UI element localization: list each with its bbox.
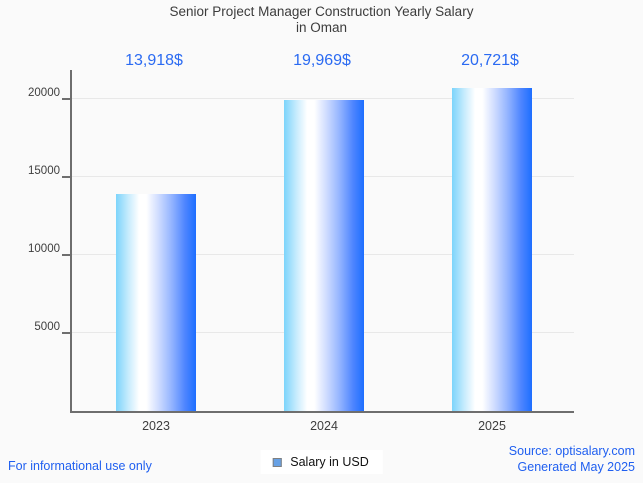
bar-2025[interactable] bbox=[452, 87, 532, 411]
legend[interactable]: Salary in USD bbox=[260, 450, 383, 474]
y-axis-label-10000: 10000 bbox=[28, 243, 60, 256]
x-axis-label-2025: 2025 bbox=[478, 419, 506, 433]
y-axis-label-15000: 15000 bbox=[28, 165, 60, 178]
source-block: Source: optisalary.com Generated May 202… bbox=[509, 443, 635, 475]
chart-title-line2: in Oman bbox=[295, 19, 348, 35]
x-axis-label-2024: 2024 bbox=[310, 419, 338, 433]
value-label-2025: 20,721$ bbox=[461, 52, 519, 69]
bar-2024[interactable] bbox=[284, 99, 364, 411]
y-axis-tick-5000 bbox=[62, 331, 70, 334]
y-axis-label-5000: 5000 bbox=[34, 321, 60, 334]
x-axis-label-2023: 2023 bbox=[142, 419, 170, 433]
generated-date: Generated May 2025 bbox=[517, 460, 635, 474]
bar-2023[interactable] bbox=[116, 194, 196, 411]
legend-label: Salary in USD bbox=[290, 455, 369, 469]
value-label-2023: 13,918$ bbox=[125, 52, 183, 69]
y-axis-tick-20000 bbox=[62, 97, 70, 100]
informational-note: For informational use only bbox=[8, 459, 152, 473]
legend-swatch-icon bbox=[272, 457, 282, 467]
y-axis-tick-10000 bbox=[62, 253, 70, 256]
source-link[interactable]: Source: optisalary.com bbox=[508, 444, 635, 458]
value-label-2024: 19,969$ bbox=[293, 52, 351, 69]
y-axis-label-20000: 20000 bbox=[28, 87, 60, 100]
chart-title: Senior Project Manager Construction Year… bbox=[0, 4, 643, 35]
plot-area: 5000 10000 15000 20000 2023 2024 2025 bbox=[28, 70, 574, 433]
chart-title-line1: Senior Project Manager Construction Year… bbox=[169, 4, 474, 19]
y-axis-tick-15000 bbox=[62, 175, 70, 178]
gridline-20000 bbox=[72, 98, 574, 100]
bar-value-labels-row: 13,918$ 19,969$ 20,721$ bbox=[0, 52, 643, 72]
